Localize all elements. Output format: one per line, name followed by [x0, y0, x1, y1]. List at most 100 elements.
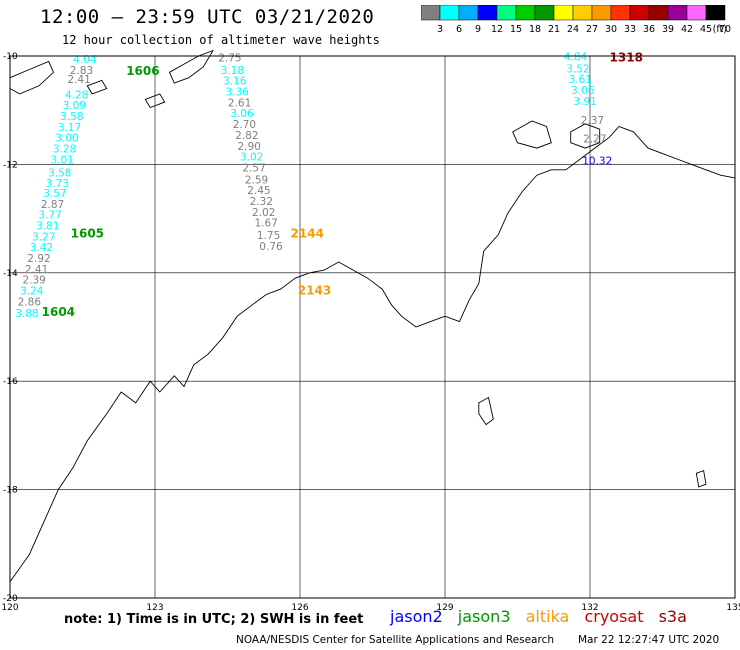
colorbar-label: 70	[719, 24, 731, 35]
swh-value-altika: 3.16	[223, 76, 247, 88]
satellite-legend: jason2 jason3 altika cryosat s3a	[390, 607, 697, 626]
swh-value-jason3: 3.24	[20, 285, 44, 297]
swh-value-jason3: 3.81	[36, 220, 59, 232]
page-title: 12:00 – 23:59 UTC 03/21/2020	[40, 6, 375, 28]
swh-value-altika: 3.36	[225, 87, 249, 99]
coastline-island-timor	[168, 49, 215, 84]
colorbar-label: 12	[491, 24, 503, 35]
swh-value-altika: 2.90	[238, 141, 261, 153]
coastline-island-savu	[86, 79, 108, 95]
swh-value-cryosat: 3.52	[566, 63, 589, 75]
swh-value-jason3: 2.39	[22, 275, 45, 287]
colorbar-label: 45	[700, 24, 712, 35]
swh-value-jason3: 3.73	[46, 178, 69, 190]
swh-value-altika: 2.61	[228, 97, 251, 109]
track-time-label: 2144	[291, 227, 324, 241]
swh-value-altika: 3.18	[221, 65, 244, 77]
colorbar-label: 36	[643, 24, 655, 35]
credit-text: NOAA/NESDIS Center for Satellite Applica…	[236, 634, 554, 646]
swh-value-cryosat: 3.61	[569, 74, 592, 86]
coastline	[9, 49, 736, 582]
map-frame	[9, 55, 736, 599]
coastline-island-east	[695, 469, 707, 488]
lon-tick-label: 123	[146, 603, 163, 613]
coastline-west	[9, 413, 108, 582]
swh-value-altika: 0.76	[259, 241, 283, 253]
swh-value-altika: 3.02	[240, 152, 263, 164]
data-points: 3.882.863.242.392.412.923.423.273.813.77…	[15, 50, 643, 320]
swh-value-altika: 1.67	[254, 218, 277, 230]
colorbar-unit: (ft)	[713, 24, 727, 35]
color-scale-legend: 3 6 9 12 15 18 21 24 27 30 33 36 39 42 45 70(ft)	[421, 5, 731, 35]
sat-jason3: jason3	[457, 607, 511, 626]
lon-tick-label: 129	[436, 603, 453, 613]
sat-jason2: jason2	[390, 607, 443, 626]
coastline-island-bathurst	[512, 120, 552, 149]
coastline-island-sumba	[9, 60, 55, 95]
swh-value-jason3: 4.04	[73, 54, 97, 66]
track-time-label: 1604	[42, 305, 75, 319]
swh-value-altika: 2.57	[242, 162, 265, 174]
swh-value-cryosat: 2.27	[583, 134, 606, 146]
track-time-label: 1606	[126, 64, 159, 78]
sat-altika: altika	[525, 607, 570, 626]
swh-value-jason3: 3.88	[15, 308, 38, 320]
colorbar-label: 3	[437, 24, 443, 35]
swh-value-jason3: 2.83	[70, 65, 93, 77]
generated-timestamp: Mar 22 12:27:47 UTC 2020	[578, 634, 720, 646]
credit-line: NOAA/NESDIS Center for Satellite Applica…	[236, 634, 719, 646]
swh-value-cryosat: 2.37	[581, 115, 604, 127]
footer-note: note: 1) Time is in UTC; 2) SWH is in fe…	[64, 612, 364, 627]
coastline-australia	[106, 125, 736, 414]
swh-value-altika: 2.02	[252, 207, 275, 219]
swh-value-jason3: 3.28	[53, 143, 76, 155]
swh-value-altika: 1.75	[257, 230, 280, 242]
colorbar-label: 9	[475, 24, 481, 35]
swh-value-cryosat: 4.84	[564, 51, 588, 63]
lon-tick-label: 126	[291, 603, 308, 613]
swh-value-altika: 2.75	[218, 52, 241, 64]
colorbar-label: 24	[567, 24, 579, 35]
lon-tick-label: 132	[581, 603, 598, 613]
track-time-label: 1318	[610, 50, 643, 64]
track-time-label: 2143	[298, 283, 331, 297]
colorbar-swatch	[705, 5, 726, 21]
grid-lines	[9, 55, 736, 599]
swh-value-altika: 2.45	[247, 185, 270, 197]
colorbar-label: 6	[456, 24, 462, 35]
swh-value-altika: 2.32	[250, 196, 273, 208]
colorbar-label: 27	[586, 24, 598, 35]
swh-value-jason3: 2.41	[67, 74, 90, 86]
swh-value-jason3: 2.41	[25, 264, 48, 276]
sat-cryosat: cryosat	[584, 607, 644, 626]
swh-value-jason3: 2.92	[27, 253, 50, 265]
swh-value-jason3: 2.87	[41, 199, 64, 211]
swh-value-jason3: 3.77	[38, 210, 61, 222]
swh-value-jason3: 3.09	[63, 100, 86, 112]
page-subtitle: 12 hour collection of altimeter wave hei…	[62, 33, 380, 47]
swh-value-jason3: 3.58	[48, 167, 71, 179]
coastline-island-gulf	[478, 396, 494, 426]
colorbar-label: 42	[681, 24, 693, 35]
colorbar-label: 39	[662, 24, 674, 35]
swh-value-jason3: 3.58	[60, 111, 83, 123]
swh-value-jason3: 3.00	[55, 133, 78, 145]
swh-value-jason3: 3.17	[58, 122, 81, 134]
swh-value-jason3: 4.28	[65, 89, 88, 101]
swh-value-altika: 2.70	[233, 119, 256, 131]
swh-value-altika: 3.06	[230, 108, 254, 120]
colorbar-label: 15	[510, 24, 522, 35]
sat-s3a: s3a	[658, 607, 687, 626]
colorbar-label: 30	[605, 24, 617, 35]
track-time-label: 1605	[71, 227, 104, 241]
colorbar-label: 33	[624, 24, 636, 35]
lon-tick-label: 135	[726, 603, 740, 613]
coastline-island-melville	[570, 123, 601, 149]
swh-value-cryosat: 3.06	[571, 85, 595, 97]
swh-value-cryosat: 10.32	[582, 155, 612, 167]
swh-value-altika: 2.82	[235, 130, 258, 142]
colorbar-label: 21	[548, 24, 560, 35]
swh-value-jason3: 3.27	[32, 231, 55, 243]
swh-value-altika: 2.59	[245, 174, 268, 186]
